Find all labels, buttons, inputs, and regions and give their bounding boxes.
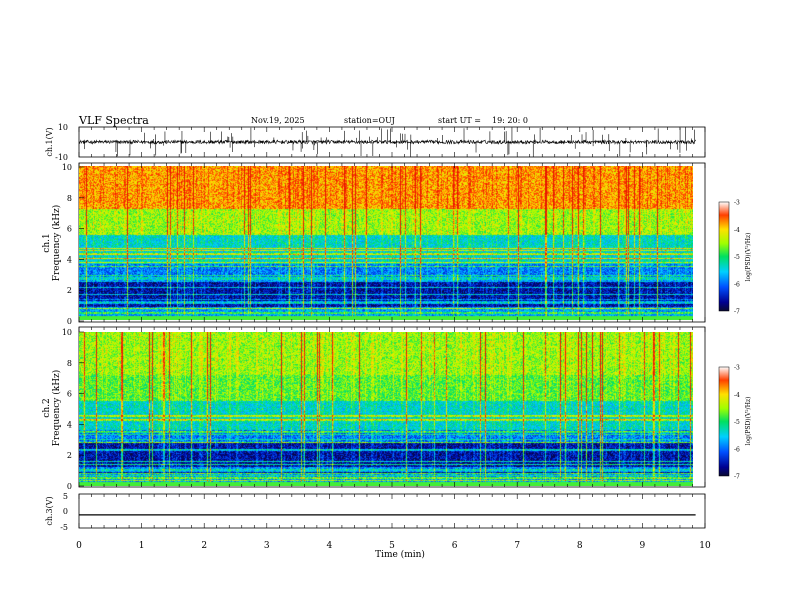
ch2-colorbar-ticks: -3 -4 -5 -6 -7 (734, 365, 740, 481)
ch3-plot-frame (78, 493, 706, 529)
x-tick-label-5: 5 (389, 541, 395, 551)
x-tick-label-4: 4 (327, 541, 333, 551)
colorbar-tick-label: -4 (734, 227, 740, 234)
ch1-spec-ylabel-top: ch.1 (42, 233, 52, 252)
ch1-waveform-panel: 10 -10 ch.1(V) (45, 123, 706, 162)
colorbar-tick-label: -7 (734, 474, 740, 481)
colorbar-tick-label: -6 (734, 446, 740, 453)
figure-start-label: start UT = (438, 116, 481, 125)
spec-ytick-label: 8 (67, 194, 72, 203)
time-tick-marks (78, 127, 706, 528)
colorbar-tick-label: -4 (734, 392, 740, 399)
x-tick-label-6: 6 (452, 541, 458, 551)
spec-ytick-label: 0 (67, 482, 72, 491)
x-tick-labels: 0 1 2 3 4 5 6 7 8 9 10 (76, 541, 711, 551)
ch1-spikes (83, 127, 695, 157)
colorbar-tick-label: -7 (734, 309, 740, 316)
spec-ytick-label: 0 (67, 317, 72, 326)
ch2-spec-yticks: 0 2 4 6 8 10 (62, 328, 84, 491)
spec-ytick-label: 10 (62, 163, 72, 172)
ch2-spectrogram-image (79, 332, 693, 486)
spec-ytick-label: 6 (67, 225, 72, 234)
x-tick-label-3: 3 (264, 541, 270, 551)
ch3-ylabel: ch.3(V) (45, 496, 54, 525)
ch3-waveform-panel: 5 0 -5 ch.3(V) (45, 492, 706, 532)
ch3-ytick-mid: 0 (63, 507, 68, 516)
colorbar-tick-label: -3 (734, 200, 740, 207)
figure-start-time: 19: 20: 0 (492, 116, 528, 125)
ch1-ylabel: ch.1(V) (45, 127, 54, 156)
spec-ytick-label: 6 (67, 390, 72, 399)
ch3-ytick-bottom: -5 (60, 523, 68, 532)
spec-ytick-label: 10 (62, 328, 72, 337)
x-tick-label-7: 7 (514, 541, 520, 551)
ch3-ytick-top: 5 (63, 492, 68, 501)
ch1-ytick-top: 10 (58, 123, 68, 132)
spec-ytick-label: 4 (67, 420, 72, 429)
spec-ytick-label: 2 (67, 286, 72, 295)
ch1-spec-ylabel: Frequency (kHz) (51, 205, 62, 282)
ch2-spec-ylabel-top: ch.2 (42, 398, 52, 417)
x-axis-label: Time (min) (375, 549, 425, 560)
colorbar-tick-label: -3 (734, 365, 740, 372)
spec-ytick-label: 2 (67, 451, 72, 460)
colorbar-tick-label: -5 (734, 254, 740, 261)
colorbar-tick-label: -6 (734, 281, 740, 288)
x-tick-label-1: 1 (139, 541, 145, 551)
x-tick-label-0: 0 (76, 541, 82, 551)
ch1-colorbar-label: log(PSD)(V²/Hz) (745, 233, 752, 282)
figure-station: station=OUJ (344, 116, 395, 125)
ch1-spec-yticks: 0 2 4 6 8 10 (62, 163, 84, 326)
spec-ytick-label: 8 (67, 359, 72, 368)
colorbar-tick-label: -5 (734, 419, 740, 426)
x-tick-label-10: 10 (699, 541, 711, 551)
ch2-colorbar (718, 366, 730, 477)
ch1-colorbar-ticks: -3 -4 -5 -6 -7 (734, 200, 740, 316)
ch2-colorbar-label: log(PSD)(V²/Hz) (745, 397, 752, 446)
x-tick-label-8: 8 (577, 541, 583, 551)
ch2-spec-ylabel: Frequency (kHz) (51, 370, 62, 447)
ch1-ytick-bottom: -10 (55, 153, 68, 162)
ch1-spectrogram-image (79, 166, 693, 320)
x-tick-label-2: 2 (201, 541, 207, 551)
figure-title: VLF Spectra (78, 114, 149, 127)
figure-date: Nov.19, 2025 (251, 116, 305, 125)
spec-ytick-label: 4 (67, 255, 72, 264)
x-tick-label-9: 9 (640, 541, 646, 551)
ch1-colorbar (718, 201, 730, 312)
